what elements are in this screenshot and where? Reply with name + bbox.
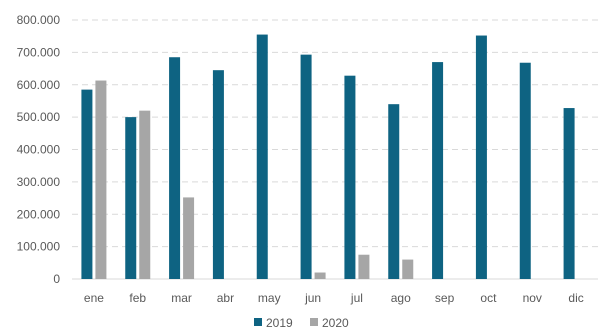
x-tick-label: jun bbox=[304, 291, 321, 305]
legend-swatch-2019 bbox=[254, 318, 262, 326]
bar-2020-mar bbox=[183, 197, 195, 279]
bar-2020-ene bbox=[95, 80, 107, 279]
y-tick-label: 0 bbox=[53, 272, 60, 286]
bar-2019-oct bbox=[475, 35, 487, 279]
x-tick-label: nov bbox=[523, 291, 542, 305]
bar-2019-jul bbox=[344, 75, 356, 279]
x-tick-label: abr bbox=[217, 291, 234, 305]
bar-2019-sep bbox=[432, 62, 444, 280]
x-axis-ticks: ene feb mar abr may jun jul ago sep oct nov dic bbox=[84, 291, 584, 305]
x-tick-label: sep bbox=[435, 291, 455, 305]
x-tick-label: dic bbox=[568, 291, 583, 305]
y-tick-label: 100.000 bbox=[17, 240, 61, 254]
y-tick-label: 700.000 bbox=[17, 45, 61, 59]
bar-2019-nov bbox=[519, 62, 531, 279]
bars bbox=[81, 34, 575, 280]
legend-swatch-2020 bbox=[310, 318, 318, 326]
y-axis-ticks: 0 100.000 200.000 300.000 400.000 500.000 600.… bbox=[17, 13, 61, 286]
legend-label-2020: 2020 bbox=[322, 316, 349, 330]
y-tick-label: 800.000 bbox=[17, 13, 61, 27]
legend: 2019 2020 bbox=[254, 316, 349, 330]
x-tick-label: mar bbox=[171, 291, 192, 305]
bar-2020-jul bbox=[358, 254, 370, 279]
legend-label-2019: 2019 bbox=[266, 316, 293, 330]
bar-2019-abr bbox=[212, 70, 224, 280]
y-tick-label: 300.000 bbox=[17, 175, 61, 189]
bar-2019-dic bbox=[563, 108, 575, 279]
x-tick-label: ago bbox=[391, 291, 411, 305]
y-tick-label: 200.000 bbox=[17, 207, 61, 221]
x-tick-label: oct bbox=[480, 291, 497, 305]
bar-2019-ene bbox=[81, 89, 93, 279]
x-tick-label: feb bbox=[129, 291, 146, 305]
y-tick-label: 500.000 bbox=[17, 110, 61, 124]
x-tick-label: may bbox=[258, 291, 281, 305]
bar-2019-ago bbox=[388, 104, 400, 279]
x-tick-label: ene bbox=[84, 291, 104, 305]
y-tick-label: 400.000 bbox=[17, 143, 61, 157]
bar-2019-may bbox=[256, 34, 268, 279]
gridlines bbox=[72, 19, 598, 280]
bar-2020-feb bbox=[139, 110, 151, 280]
bar-2020-jun bbox=[314, 272, 326, 279]
x-tick-label: jul bbox=[350, 291, 363, 305]
y-tick-label: 600.000 bbox=[17, 78, 61, 92]
bar-2019-mar bbox=[169, 57, 181, 280]
bar-2019-feb bbox=[125, 117, 137, 279]
bar-2020-ago bbox=[402, 259, 414, 279]
bar-2019-jun bbox=[300, 54, 312, 279]
